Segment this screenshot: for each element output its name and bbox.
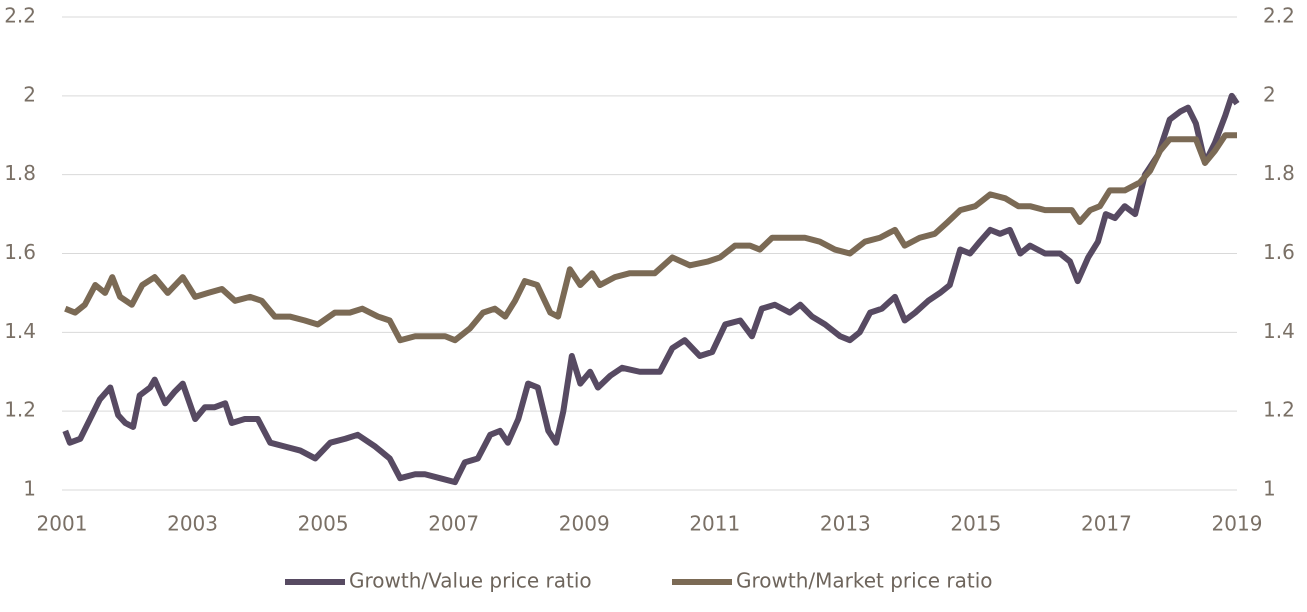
y-tick-label: 1 (23, 477, 36, 501)
y2-tick-label: 1.6 (1263, 240, 1295, 264)
legend-text: Growth/Value price ratio (349, 569, 592, 593)
x-tick-label: 2019 (1212, 512, 1263, 536)
x-tick-label: 2011 (689, 512, 740, 536)
y2-tick-label: 1.2 (1263, 398, 1295, 422)
y2-tick-label: 1 (1263, 477, 1276, 501)
y-tick-label: 1.6 (4, 240, 36, 264)
x-tick-label: 2017 (1081, 512, 1132, 536)
series-line (62, 92, 1240, 486)
y2-tick-label: 2 (1263, 82, 1276, 106)
x-tick-label: 2003 (167, 512, 218, 536)
y-tick-label: 1.8 (4, 161, 36, 185)
series-line (64, 132, 1237, 344)
x-tick-label: 2005 (298, 512, 349, 536)
x-tick-label: 2007 (428, 512, 479, 536)
y2-tick-label: 1.8 (1263, 161, 1295, 185)
x-tick-label: 2001 (37, 512, 88, 536)
y-tick-label: 2 (23, 82, 36, 106)
x-tick-label: 2015 (950, 512, 1001, 536)
y-tick-label: 1.2 (4, 398, 36, 422)
legend-text: Growth/Market price ratio (736, 569, 992, 593)
y2-tick-label: 1.4 (1263, 319, 1295, 343)
x-tick-label: 2013 (820, 512, 871, 536)
y-tick-label: 1.4 (4, 319, 36, 343)
x-tick-label: 2009 (559, 512, 610, 536)
y2-tick-label: 2.2 (1263, 4, 1295, 28)
y-tick-label: 2.2 (4, 4, 36, 28)
